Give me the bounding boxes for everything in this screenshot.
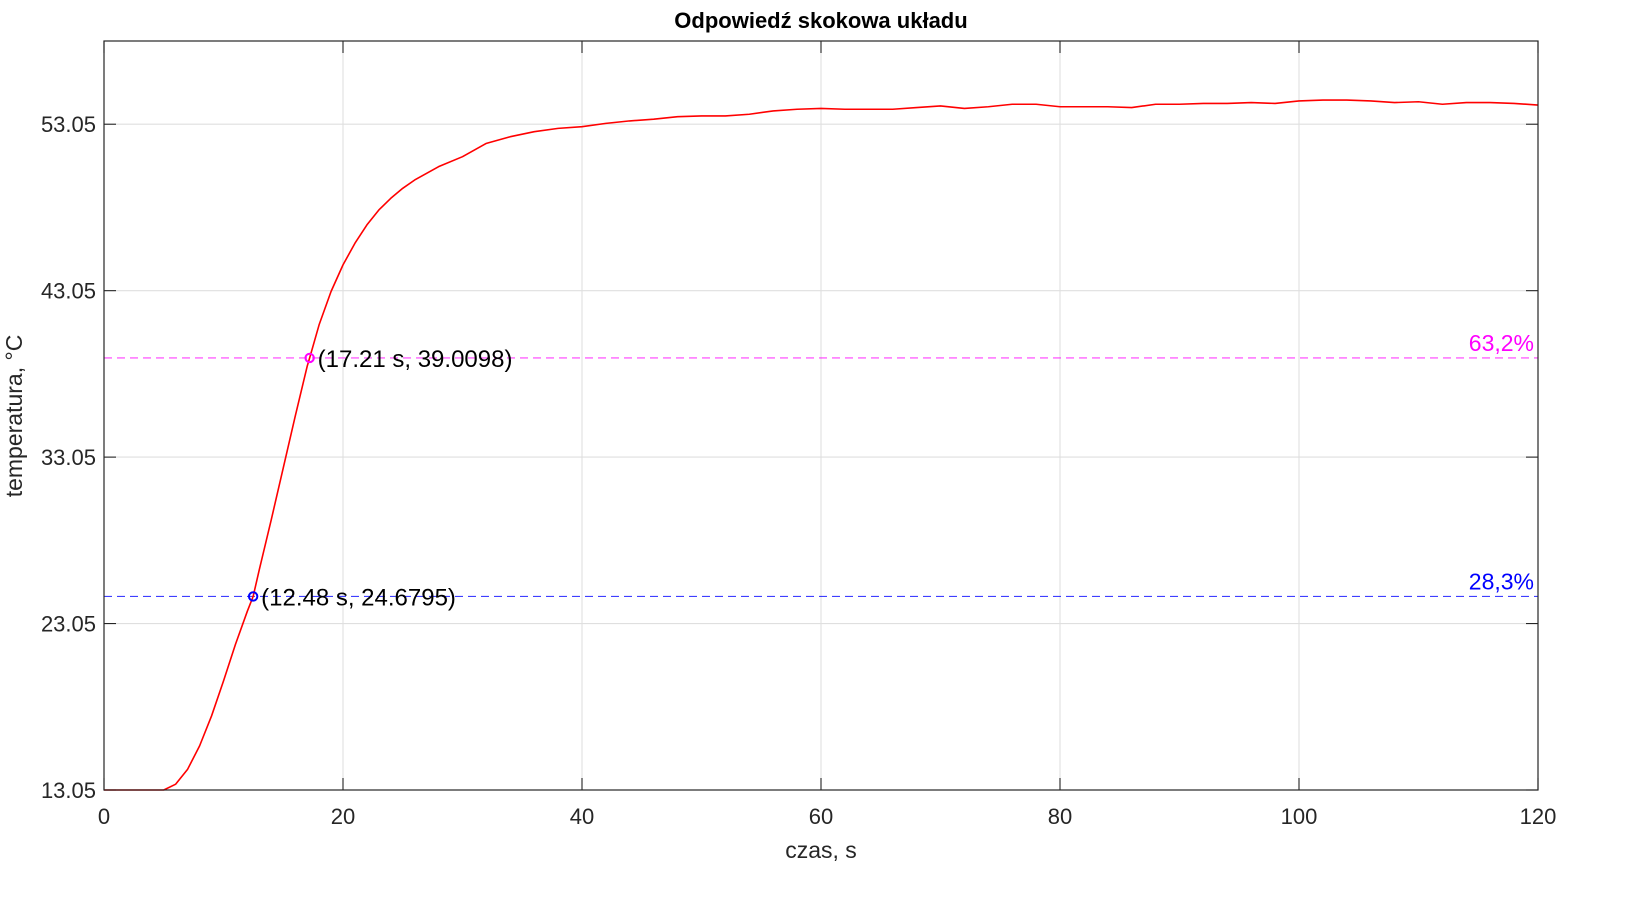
reference-lines: 63,2% 28,3% xyxy=(104,330,1538,598)
data-point-label: (12.48 s, 24.6795) xyxy=(261,584,456,611)
x-tick-label: 20 xyxy=(331,804,355,829)
data-point-label: (17.21 s, 39.0098) xyxy=(318,346,513,373)
series-line xyxy=(104,99,1539,791)
x-tick-label: 60 xyxy=(809,804,833,829)
y-tick-label: 33.05 xyxy=(41,445,96,470)
y-axis-title: temperatura, °C xyxy=(1,335,27,498)
reference-line-label: 28,3% xyxy=(1469,568,1534,594)
y-tick-label: 43.05 xyxy=(41,279,96,304)
data-point-marker xyxy=(304,352,315,364)
chart-title: Odpowiedź skokowa układu xyxy=(674,8,967,33)
data-point-marker xyxy=(247,591,259,602)
markers: (17.21 s, 39.0098) (12.48 s, 24.6795) xyxy=(247,346,513,611)
x-tick-label: 100 xyxy=(1281,804,1318,829)
grid xyxy=(104,41,1538,790)
series xyxy=(104,99,1539,791)
y-tick-label: 13.05 xyxy=(41,778,96,803)
x-tick-label: 80 xyxy=(1048,804,1072,829)
y-tick-label: 23.05 xyxy=(41,612,96,637)
reference-line-label: 63,2% xyxy=(1469,330,1534,356)
y-tick-label: 53.05 xyxy=(41,112,96,137)
ticks: 0 20 40 60 80 100 120 13.05 23.05 33.05 43.05 53.05 xyxy=(41,41,1556,829)
x-tick-label: 120 xyxy=(1520,804,1557,829)
x-axis-title: czas, s xyxy=(785,837,857,863)
x-tick-label: 40 xyxy=(570,804,594,829)
x-tick-label: 0 xyxy=(98,804,110,829)
